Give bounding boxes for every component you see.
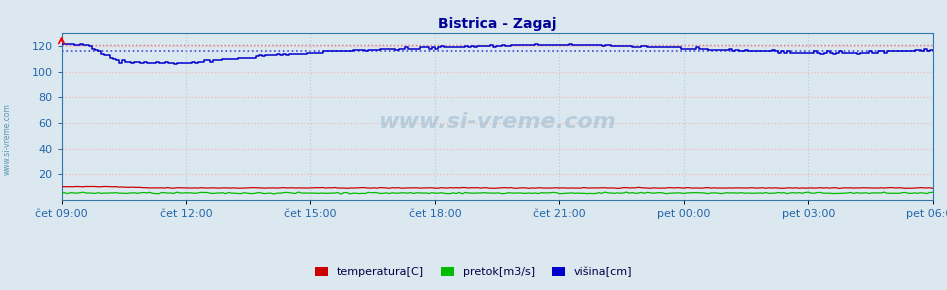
Text: www.si-vreme.com: www.si-vreme.com bbox=[3, 103, 12, 175]
Text: www.si-vreme.com: www.si-vreme.com bbox=[378, 112, 616, 132]
Title: Bistrica - Zagaj: Bistrica - Zagaj bbox=[438, 17, 557, 31]
Legend: temperatura[C], pretok[m3/s], višina[cm]: temperatura[C], pretok[m3/s], višina[cm] bbox=[311, 262, 636, 282]
